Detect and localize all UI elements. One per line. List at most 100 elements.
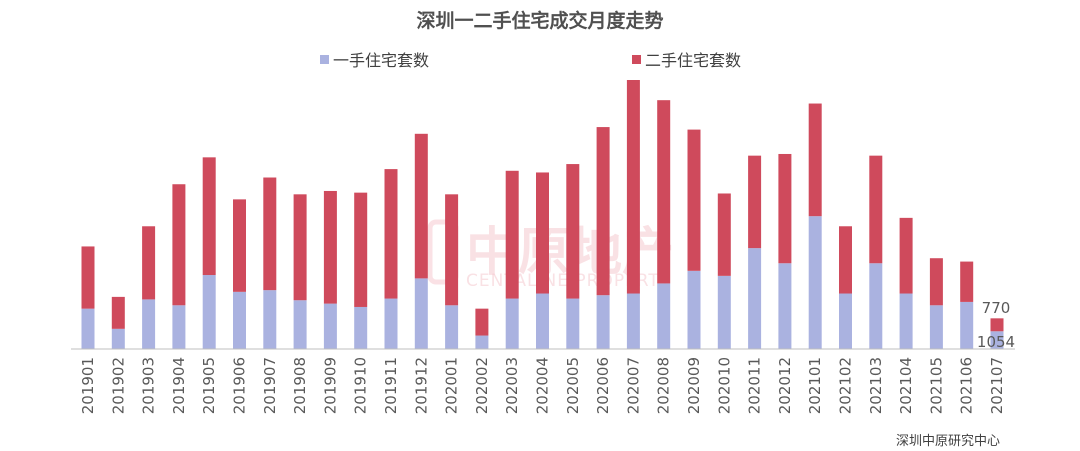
x-tick-label-202002: 202002 xyxy=(473,357,491,414)
bar-first-hand-202011 xyxy=(748,248,762,349)
bar-first-hand-201902 xyxy=(111,328,125,349)
chart-title: 深圳一二手住宅成交月度走势 xyxy=(416,9,663,32)
bar-first-hand-202105 xyxy=(929,305,943,349)
bar-second-hand-202106 xyxy=(960,261,974,302)
bar-second-hand-201905 xyxy=(202,157,216,276)
bar-second-hand-202101 xyxy=(808,103,822,217)
bar-second-hand-202004 xyxy=(536,172,549,294)
x-tick-label-202103: 202103 xyxy=(867,357,885,414)
source-note: 深圳中原研究中心 xyxy=(896,434,1000,449)
x-tick-label-202011: 202011 xyxy=(746,357,764,414)
legend-label-first-hand: 一手住宅套数 xyxy=(333,51,429,70)
x-tick-label-202012: 202012 xyxy=(776,357,794,414)
x-tick-label-202105: 202105 xyxy=(927,357,945,414)
bar-first-hand-202001 xyxy=(445,305,459,349)
bar-first-hand-202007 xyxy=(626,293,640,349)
bar-second-hand-202005 xyxy=(566,164,580,299)
x-tick-label-201910: 201910 xyxy=(352,357,370,414)
bar-first-hand-201912 xyxy=(414,278,428,349)
legend-swatch-second-hand xyxy=(632,55,641,64)
bar-first-hand-201901 xyxy=(81,308,95,349)
bar-second-hand-202010 xyxy=(717,193,731,276)
x-tick-label-202008: 202008 xyxy=(655,357,673,414)
bar-second-hand-201904 xyxy=(172,184,186,306)
x-tick-label-202101: 202101 xyxy=(806,357,824,414)
bar-second-hand-202009 xyxy=(687,129,701,271)
bar-second-hand-201909 xyxy=(323,190,337,304)
bar-first-hand-202103 xyxy=(869,263,883,349)
x-tick-label-202004: 202004 xyxy=(534,357,552,414)
bar-first-hand-202106 xyxy=(960,301,974,349)
x-tick-label-201903: 201903 xyxy=(140,357,158,414)
bar-second-hand-202003 xyxy=(505,170,519,299)
bar-second-hand-202001 xyxy=(445,194,459,306)
bar-second-hand-202006 xyxy=(596,127,610,296)
bar-first-hand-201909 xyxy=(323,303,337,349)
bar-first-hand-202008 xyxy=(657,283,671,349)
bar-first-hand-202102 xyxy=(839,293,852,349)
bar-first-hand-202003 xyxy=(505,298,519,349)
bar-first-hand-201906 xyxy=(233,291,246,349)
bar-first-hand-201904 xyxy=(172,305,186,349)
x-tick-labels: 201901 201902 201903 201904 201905 201906 2019… xyxy=(79,357,1006,414)
bar-first-hand-202101 xyxy=(808,216,822,349)
x-tick-label-202003: 202003 xyxy=(503,357,521,414)
bar-second-hand-201911 xyxy=(384,169,398,299)
x-tick-label-201908: 201908 xyxy=(291,357,309,414)
x-tick-label-202104: 202104 xyxy=(897,357,915,414)
bar-second-hand-202104 xyxy=(899,217,913,294)
legend: 一手住宅套数 二手住宅套数 xyxy=(320,51,741,70)
bar-second-hand-202008 xyxy=(657,100,671,284)
legend-swatch-first-hand xyxy=(320,55,329,64)
bar-second-hand-202011 xyxy=(748,155,762,249)
bar-second-hand-202102 xyxy=(839,226,852,294)
bar-first-hand-201907 xyxy=(263,290,277,349)
bars-group xyxy=(81,80,1004,349)
x-tick-label-202106: 202106 xyxy=(958,357,976,414)
bar-second-hand-202105 xyxy=(929,258,943,306)
bar-second-hand-201907 xyxy=(263,177,277,291)
x-tick-label-201909: 201909 xyxy=(321,357,339,414)
bar-second-hand-201903 xyxy=(142,226,156,300)
bar-second-hand-202002 xyxy=(475,308,489,336)
data-label-second-hand-last: 770 xyxy=(982,299,1011,317)
x-tick-label-201901: 201901 xyxy=(79,357,97,414)
x-tick-label-202006: 202006 xyxy=(594,357,612,414)
x-tick-label-201904: 201904 xyxy=(170,357,188,414)
bar-second-hand-202007 xyxy=(626,80,640,294)
bar-first-hand-201908 xyxy=(293,300,307,349)
bar-first-hand-202004 xyxy=(536,293,549,349)
x-tick-label-201911: 201911 xyxy=(382,357,400,414)
bar-second-hand-201901 xyxy=(81,246,95,309)
bar-first-hand-201905 xyxy=(202,275,216,349)
bar-second-hand-202107 xyxy=(990,318,1004,332)
x-tick-label-202107: 202107 xyxy=(988,357,1006,414)
bar-first-hand-202012 xyxy=(778,263,792,349)
data-label-first-hand-last: 1054 xyxy=(977,333,1015,351)
x-tick-label-202001: 202001 xyxy=(443,357,461,414)
bar-second-hand-201912 xyxy=(414,133,428,279)
bar-second-hand-201902 xyxy=(111,296,125,329)
legend-label-second-hand: 二手住宅套数 xyxy=(645,51,741,70)
bar-first-hand-201903 xyxy=(142,299,156,349)
bar-second-hand-202103 xyxy=(869,155,883,264)
bar-first-hand-202005 xyxy=(566,298,580,349)
x-tick-label-202009: 202009 xyxy=(685,357,703,414)
bar-second-hand-202012 xyxy=(778,153,792,264)
x-tick-label-201906: 201906 xyxy=(231,357,249,414)
bar-first-hand-201910 xyxy=(354,306,368,349)
x-tick-label-201902: 201902 xyxy=(109,357,127,414)
bar-first-hand-202010 xyxy=(717,275,731,349)
bar-second-hand-201910 xyxy=(354,192,368,307)
bar-first-hand-202002 xyxy=(475,335,489,349)
bar-first-hand-202107 xyxy=(990,331,1004,349)
bar-first-hand-202006 xyxy=(596,295,610,349)
bar-first-hand-201911 xyxy=(384,298,398,349)
bar-first-hand-202104 xyxy=(899,293,913,349)
x-tick-label-201912: 201912 xyxy=(412,357,430,414)
x-tick-label-201905: 201905 xyxy=(200,357,218,414)
x-tick-label-202007: 202007 xyxy=(624,357,642,414)
x-tick-label-202102: 202102 xyxy=(837,357,855,414)
x-tick-label-201907: 201907 xyxy=(261,357,279,414)
